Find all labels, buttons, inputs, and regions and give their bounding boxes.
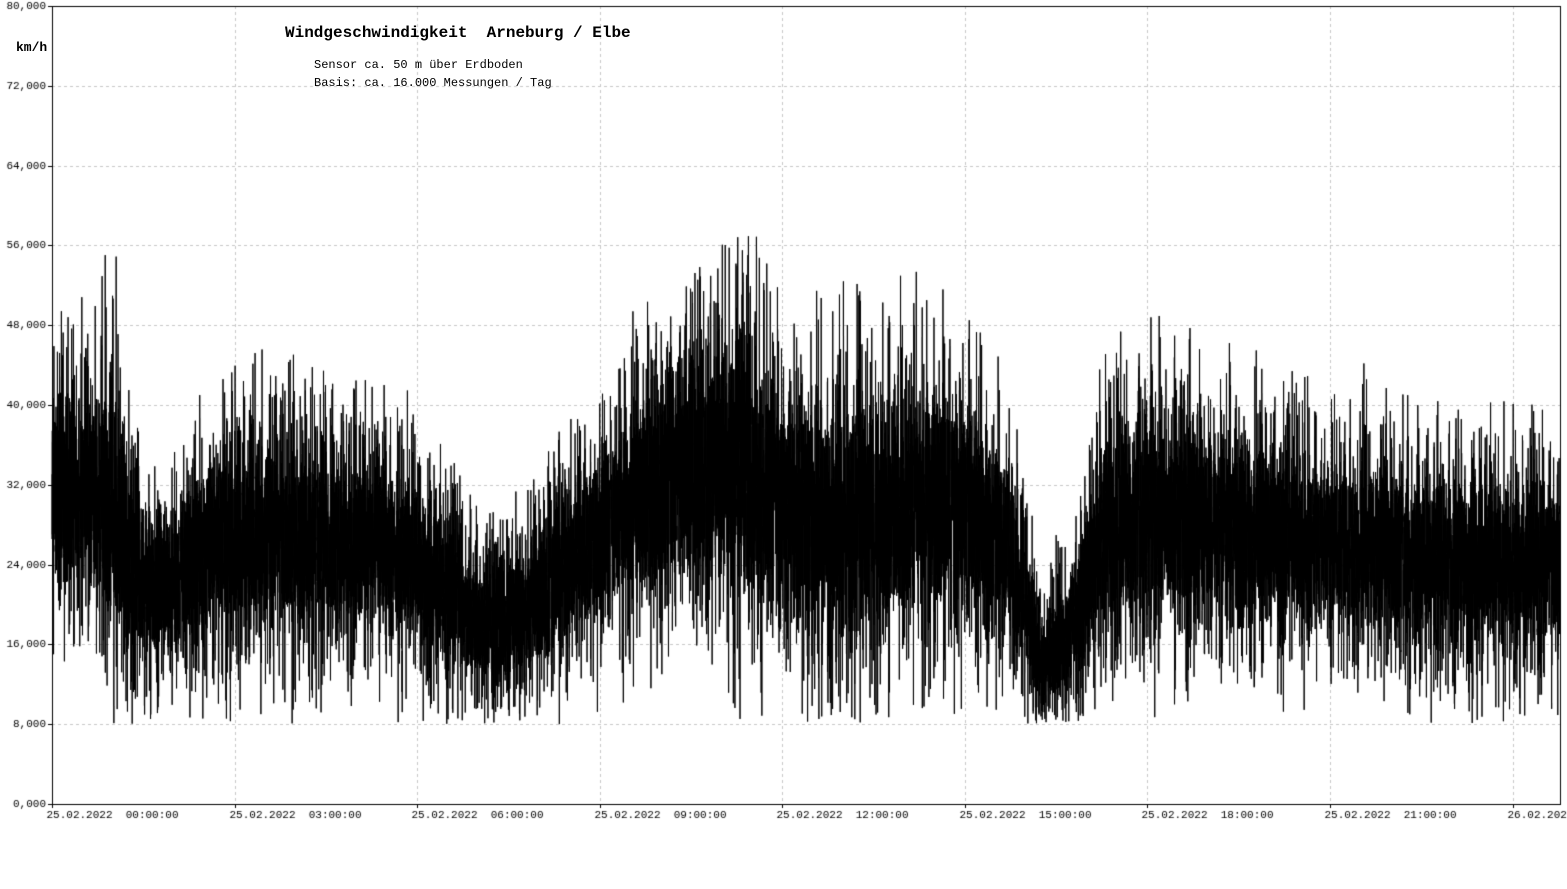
wind-speed-chart [0,0,1567,889]
chart-subtitle-sensor: Sensor ca. 50 m über Erdboden [314,58,523,72]
chart-title: Windgeschwindigkeit Arneburg / Elbe [285,24,631,42]
chart-subtitle-basis: Basis: ca. 16.000 Messungen / Tag [314,76,552,90]
y-axis-unit: km/h [16,40,47,55]
